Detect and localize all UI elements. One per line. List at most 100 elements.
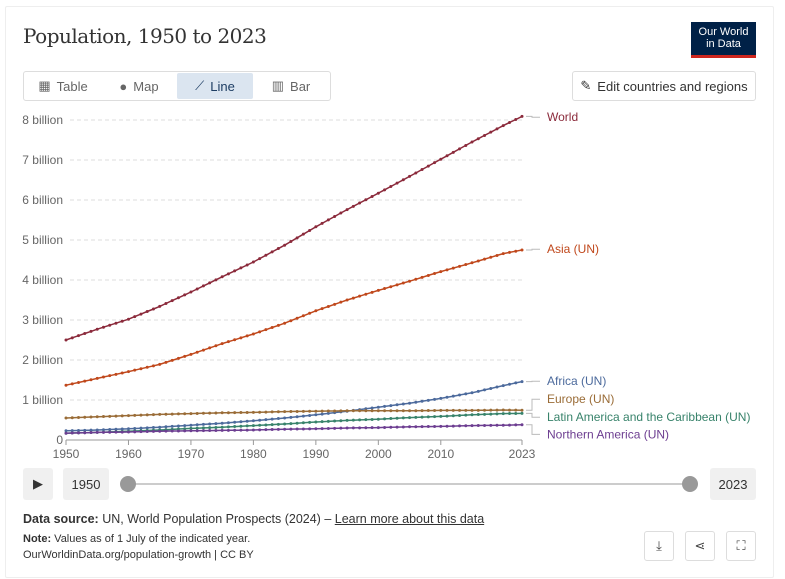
fullscreen-button[interactable]: ⛶: [726, 531, 756, 561]
tab-label: Bar: [290, 78, 311, 94]
data-point: [508, 250, 512, 254]
data-point: [145, 413, 149, 417]
tab-label: Map: [133, 78, 159, 94]
data-point: [151, 413, 155, 417]
tab-bar[interactable]: ▥ Bar: [253, 73, 329, 99]
data-point: [414, 409, 418, 413]
data-point: [401, 409, 405, 413]
data-point: [201, 426, 205, 430]
data-point: [451, 150, 455, 154]
data-point: [370, 426, 374, 430]
data-point: [508, 423, 512, 427]
data-point: [520, 248, 524, 252]
data-point: [95, 430, 99, 434]
data-point: [95, 415, 99, 419]
data-point: [520, 423, 524, 427]
data-point: [376, 417, 380, 421]
data-point: [476, 259, 480, 263]
data-point: [239, 266, 243, 270]
data-point: [276, 427, 280, 431]
data-point: [264, 253, 268, 257]
data-point: [270, 417, 274, 421]
data-point: [501, 124, 505, 128]
data-point: [426, 164, 430, 168]
data-point: [283, 422, 287, 426]
data-point: [458, 424, 462, 428]
data-point: [326, 419, 330, 423]
data-point: [508, 408, 512, 412]
data-point: [451, 414, 455, 418]
data-point: [514, 423, 518, 427]
edit-countries-button[interactable]: ✎ Edit countries and regions: [572, 71, 756, 101]
data-point: [289, 415, 293, 419]
download-button[interactable]: ⤓: [644, 531, 674, 561]
data-point: [414, 171, 418, 175]
data-point: [114, 427, 118, 431]
data-point: [489, 408, 493, 412]
owid-logo[interactable]: Our World in Data: [691, 22, 756, 58]
data-point: [176, 356, 180, 360]
data-point: [401, 178, 405, 182]
data-point: [214, 422, 218, 426]
data-point: [514, 411, 518, 415]
data-point: [276, 247, 280, 251]
data-point: [233, 428, 237, 432]
data-point: [108, 430, 112, 434]
data-point: [376, 191, 380, 195]
learn-more-link[interactable]: Learn more about this data: [334, 512, 485, 526]
data-point: [108, 414, 112, 418]
data-point: [220, 342, 224, 346]
data-point: [226, 272, 230, 276]
timeline-end-handle[interactable]: [682, 476, 698, 492]
data-point: [120, 430, 124, 434]
timeline-track[interactable]: [128, 483, 690, 485]
x-tick-label: 2010: [427, 447, 454, 461]
data-point: [101, 325, 105, 329]
data-point: [120, 371, 124, 375]
data-point: [183, 412, 187, 416]
data-point: [514, 408, 518, 412]
data-point: [183, 427, 187, 431]
source-url[interactable]: OurWorldinData.org/population-growth | C…: [23, 549, 254, 561]
data-point: [233, 411, 237, 415]
data-point: [108, 428, 112, 432]
data-point: [89, 415, 93, 419]
data-point: [289, 319, 293, 323]
data-point: [470, 391, 474, 395]
data-point: [501, 384, 505, 388]
data-point: [376, 405, 380, 409]
data-point: [376, 426, 380, 430]
data-point: [483, 408, 487, 412]
data-point: [226, 428, 230, 432]
data-point: [451, 424, 455, 428]
data-point: [464, 408, 468, 412]
data-point: [270, 410, 274, 414]
data-point: [358, 409, 362, 413]
data-point: [426, 398, 430, 402]
tab-line[interactable]: ⟋ Line: [177, 73, 253, 99]
data-point: [208, 411, 212, 415]
data-point: [245, 263, 249, 267]
data-point: [101, 415, 105, 419]
bar-chart-icon: ▥: [271, 78, 285, 93]
timeline-start-handle[interactable]: [120, 476, 136, 492]
data-point: [389, 404, 393, 408]
data-point: [76, 428, 80, 432]
series-label: Northern America (UN): [547, 427, 669, 441]
data-point: [251, 428, 255, 432]
share-button[interactable]: ⋖: [685, 531, 715, 561]
data-point: [464, 392, 468, 396]
data-point: [264, 328, 268, 332]
data-point: [158, 412, 162, 416]
tab-map[interactable]: ● Map: [101, 73, 177, 99]
data-point: [283, 416, 287, 420]
data-point: [295, 409, 299, 413]
data-point: [364, 409, 368, 413]
play-button[interactable]: ▶: [23, 468, 53, 500]
tab-table[interactable]: ▦ Table: [25, 73, 101, 99]
data-point: [464, 263, 468, 267]
data-point: [458, 393, 462, 397]
data-point: [251, 424, 255, 428]
data-point: [383, 404, 387, 408]
data-point: [370, 406, 374, 410]
